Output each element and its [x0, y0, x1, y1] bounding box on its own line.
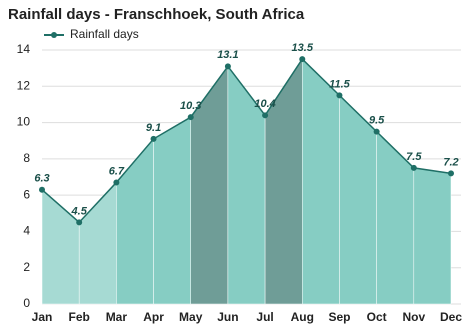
point — [410, 164, 417, 171]
y-tick-label: 8 — [23, 151, 30, 165]
value-label: 11.5 — [329, 78, 350, 90]
value-label: 6.3 — [34, 173, 49, 185]
y-tick-label: 0 — [23, 296, 30, 310]
x-tick-label: Apr — [143, 310, 164, 324]
x-tick-label: Jan — [32, 310, 53, 324]
point — [336, 92, 343, 99]
area-band — [264, 58, 303, 305]
x-tick-label: Aug — [291, 310, 314, 324]
y-tick-label: 4 — [23, 224, 30, 238]
x-tick-label: Mar — [106, 310, 128, 324]
chart-title: Rainfall days - Franschhoek, South Afric… — [8, 6, 305, 23]
point — [448, 170, 454, 177]
x-tick-label: Dec — [440, 310, 462, 324]
area-band — [78, 181, 117, 305]
y-tick-label: 6 — [23, 187, 30, 201]
value-label: 10.4 — [254, 98, 275, 110]
point — [224, 63, 231, 70]
y-tick-label: 2 — [23, 260, 30, 274]
value-label: 13.5 — [292, 42, 314, 54]
x-tick-label: Jul — [256, 310, 273, 324]
area-band — [302, 58, 340, 305]
point — [262, 112, 269, 119]
y-tick-label: 12 — [17, 78, 31, 92]
point — [373, 128, 380, 135]
point — [113, 179, 120, 186]
area-band — [153, 116, 191, 305]
x-tick-label: Jun — [217, 310, 238, 324]
x-tick-label: May — [179, 310, 203, 324]
y-tick-label: 10 — [17, 115, 31, 129]
point — [76, 219, 83, 226]
y-tick-label: 14 — [17, 42, 31, 56]
point — [39, 186, 45, 193]
value-label: 9.5 — [369, 115, 385, 127]
value-label: 7.2 — [443, 156, 458, 168]
value-label: 13.1 — [217, 49, 238, 61]
value-label: 10.3 — [180, 100, 201, 112]
value-label: 4.5 — [71, 205, 88, 217]
x-tick-label: Nov — [402, 310, 425, 324]
point — [150, 135, 157, 142]
point — [299, 56, 306, 63]
area-band — [116, 138, 154, 305]
x-tick-label: Feb — [69, 310, 90, 324]
x-tick-label: Sep — [328, 310, 350, 324]
area-band — [413, 167, 452, 305]
x-tick-label: Oct — [367, 310, 387, 324]
point — [187, 114, 194, 121]
legend-label: Rainfall days — [70, 27, 139, 41]
line — [41, 57, 452, 224]
value-label: 6.7 — [109, 165, 125, 177]
legend-marker — [51, 32, 57, 38]
value-label: 9.1 — [146, 122, 161, 134]
value-label: 7.5 — [406, 151, 422, 163]
